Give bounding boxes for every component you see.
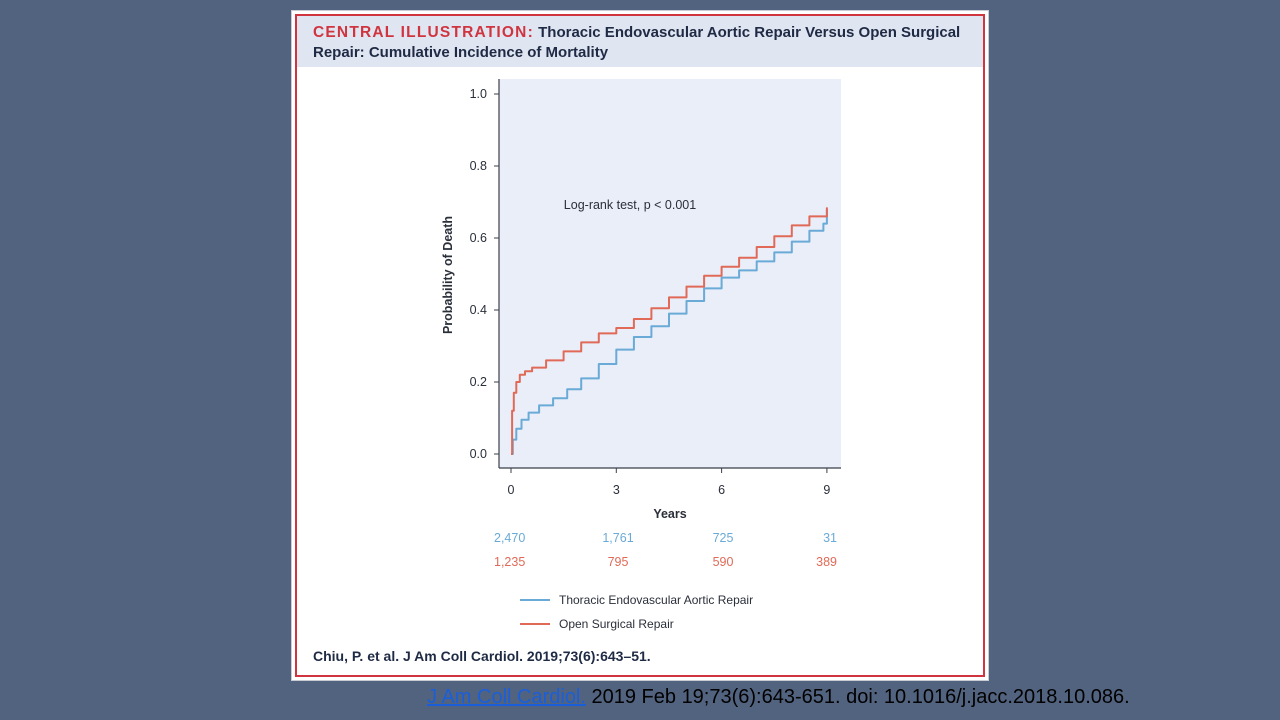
legend-label: Thoracic Endovascular Aortic Repair xyxy=(559,593,753,607)
at-risk-value: 389 xyxy=(816,555,837,569)
y-axis-label: Probability of Death xyxy=(441,216,455,334)
y-tick-label: 0.6 xyxy=(470,231,487,245)
kaplan-meier-chart: 0.0 0.2 0.4 0.6 0.8 1.0 0 3 6 9 Years Probability o… xyxy=(441,79,841,631)
x-tick-label: 0 xyxy=(508,483,515,497)
at-risk-value: 795 xyxy=(608,555,629,569)
x-tick-label: 6 xyxy=(718,483,725,497)
at-risk-value: 1,761 xyxy=(602,531,633,545)
at-risk-value: 31 xyxy=(823,531,837,545)
tevar-curve xyxy=(511,209,828,455)
y-tick-label: 1.0 xyxy=(470,87,487,101)
central-illustration-figure: CENTRAL ILLUSTRATION: Thoracic Endovascu… xyxy=(291,10,989,681)
open-repair-curve xyxy=(511,207,828,455)
source-details: 2019 Feb 19;73(6):643-651. doi: 10.1016/… xyxy=(585,686,1130,708)
y-tick-label: 0.2 xyxy=(470,375,487,389)
y-tick-label: 0.4 xyxy=(470,303,487,317)
source-reference: J Am Coll Cardiol. 2019 Feb 19;73(6):643… xyxy=(427,686,1130,709)
at-risk-value: 725 xyxy=(713,531,734,545)
y-tick-label: 0.8 xyxy=(470,159,487,173)
journal-link[interactable]: J Am Coll Cardiol. xyxy=(427,686,586,708)
header-title: Thoracic Endovascular Aortic Repair Vers… xyxy=(313,24,961,61)
at-risk-value: 1,235 xyxy=(494,555,525,569)
legend-label: Open Surgical Repair xyxy=(559,617,674,631)
figure-citation: Chiu, P. et al. J Am Coll Cardiol. 2019;… xyxy=(313,648,651,664)
x-axis-label: Years xyxy=(653,507,686,521)
x-tick-label: 3 xyxy=(613,483,620,497)
y-tick-label: 0.0 xyxy=(470,447,487,461)
figure-frame xyxy=(295,14,985,677)
at-risk-value: 2,470 xyxy=(494,531,525,545)
plot-area xyxy=(499,79,841,468)
at-risk-value: 590 xyxy=(713,555,734,569)
figure-header: CENTRAL ILLUSTRATION: Thoracic Endovascu… xyxy=(297,16,983,67)
x-tick-label: 9 xyxy=(823,483,830,497)
log-rank-annotation: Log-rank test, p < 0.001 xyxy=(564,198,696,212)
header-lead: CENTRAL ILLUSTRATION: xyxy=(313,24,534,41)
